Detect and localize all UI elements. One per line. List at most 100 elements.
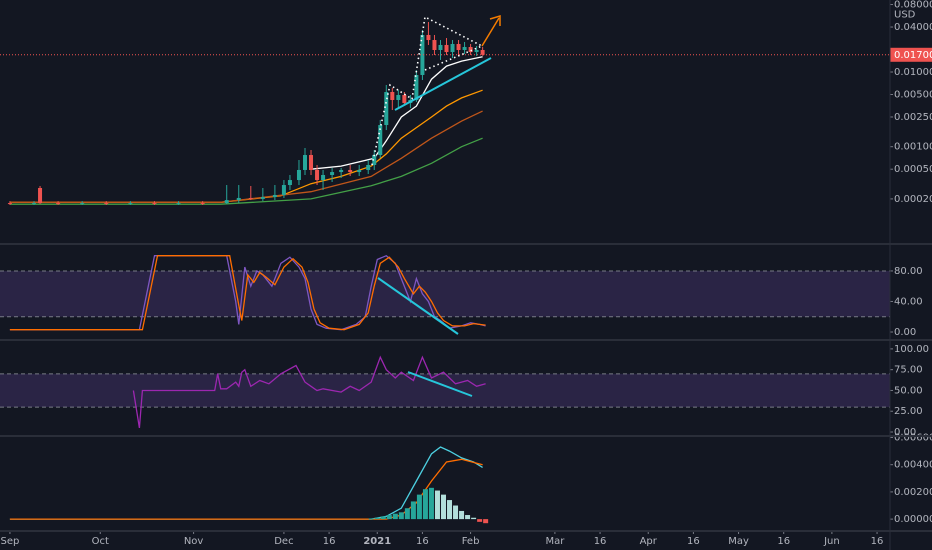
histogram-bar [392, 513, 398, 520]
x-tick-label: Mar [545, 536, 565, 547]
pattern-outline [371, 15, 483, 166]
histogram-bar [374, 517, 380, 520]
candle-body [315, 169, 320, 181]
candle-body [474, 50, 479, 53]
arrow-head [489, 14, 501, 26]
x-tick-label: Feb [462, 536, 480, 547]
histogram-bar [380, 516, 386, 520]
candle-body [80, 203, 85, 205]
x-tick-label: Nov [184, 536, 204, 547]
x-tick-label: 2021 [363, 536, 391, 547]
x-tick-label: Oct [92, 536, 109, 547]
arrow [481, 17, 500, 47]
indicator-line [132, 355, 486, 429]
candle-body [396, 95, 401, 100]
candle-body [402, 95, 407, 103]
candle-body [378, 125, 383, 156]
histogram-bar [447, 500, 453, 520]
y-tick-label: 25.00 [894, 406, 923, 417]
pane: 100.00 75.00 50.00 25.00 0.00 [0, 344, 929, 438]
histogram-bar [386, 515, 392, 520]
y-tick-label: 0.010000 [894, 67, 932, 78]
price-label-box [890, 47, 932, 62]
histogram-bar [416, 494, 422, 520]
candle-body [296, 169, 301, 181]
indicator-line [9, 255, 486, 331]
candle-body [357, 169, 362, 173]
x-tick-label: 16 [777, 536, 790, 547]
histogram-bar [434, 490, 440, 520]
currency-label: USD [894, 10, 916, 21]
candle-body [302, 155, 307, 170]
candle-body [468, 47, 473, 53]
x-tick-label: May [728, 536, 749, 547]
candle-body [450, 44, 455, 53]
candle-body [281, 185, 286, 195]
candle-body [372, 155, 377, 165]
candle-body [260, 197, 265, 199]
pane: 0.080000 0.040000 0.010000 0.005000 0.002500… [0, 0, 932, 205]
pane: 80.00 40.00 0.00 [0, 254, 923, 338]
candle-body [309, 155, 314, 170]
histogram-bar [398, 512, 404, 520]
y-tick-label: 40.00 [894, 296, 923, 307]
y-tick-label: 0.00 [894, 327, 916, 338]
candle-body [321, 175, 326, 181]
candle-body [287, 180, 292, 186]
histogram-bar [428, 487, 434, 520]
pane: 0.006000 0.004000 0.002000 0.000000 Sep Oct No… [1, 432, 932, 547]
candle-body [414, 74, 419, 100]
divergence-line [407, 371, 473, 397]
x-tick-label: 16 [594, 536, 607, 547]
candle-body [366, 164, 371, 170]
candle-body [38, 188, 43, 204]
candle-body [224, 200, 229, 204]
candle-body [444, 44, 449, 53]
histogram-bar [471, 517, 477, 520]
pattern-outline [424, 45, 483, 71]
candle-body [432, 40, 437, 51]
candle-body [200, 203, 205, 205]
y-tick-label: 0.000500 [894, 164, 932, 175]
candle-body [348, 169, 353, 173]
y-tick-label: 0.000000 [894, 514, 932, 525]
y-tick-label: 0.000200 [894, 194, 932, 205]
y-tick-label: 0.040000 [894, 22, 932, 33]
candle-body [104, 203, 109, 205]
candle-body [330, 172, 335, 176]
x-tick-label: 16 [416, 536, 429, 547]
candle-body [128, 203, 133, 205]
x-tick-label: Jun [823, 536, 840, 547]
y-tick-label: 0.002500 [894, 112, 932, 123]
histogram-bar [465, 515, 471, 520]
candle-body [384, 91, 389, 126]
candle-body [390, 91, 395, 100]
candle-body [152, 203, 157, 205]
candle-body [236, 197, 241, 201]
histogram-bar [453, 505, 459, 520]
y-tick-label: 0.00 [894, 427, 916, 438]
candle-body [456, 44, 461, 51]
histogram-bar [368, 518, 374, 520]
histogram-bar [477, 519, 483, 522]
y-tick-label: 0.004000 [894, 460, 932, 471]
candle-body [339, 169, 344, 173]
histogram-bar [459, 510, 465, 520]
y-tick-label: 0.001000 [894, 142, 932, 153]
candle-body [438, 44, 443, 51]
candle-body [176, 203, 181, 205]
trend-line [394, 57, 492, 111]
indicator-line [9, 137, 483, 205]
y-tick-label: 75.00 [894, 365, 923, 376]
candle-body [248, 197, 253, 199]
x-tick-label: Sep [1, 536, 20, 547]
band [0, 373, 890, 408]
histogram-bar [440, 494, 446, 520]
band [0, 270, 890, 317]
x-tick-label: Dec [274, 536, 293, 547]
candle-body [462, 47, 467, 51]
x-tick-label: Apr [640, 536, 658, 547]
